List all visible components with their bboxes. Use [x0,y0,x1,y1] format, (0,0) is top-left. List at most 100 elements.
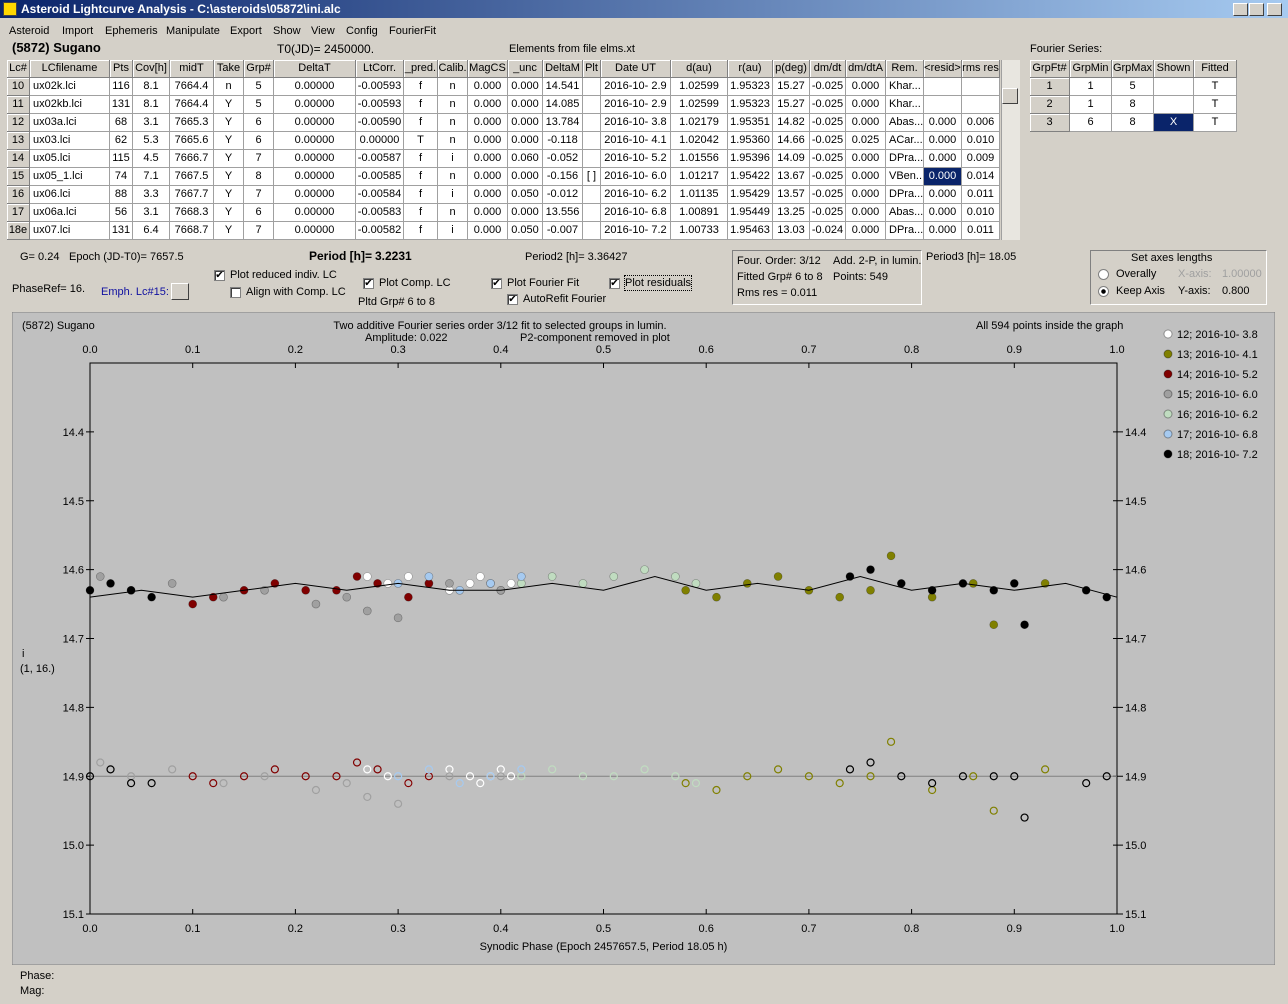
table-cell[interactable]: ux06a.lci [30,204,110,222]
column-header[interactable]: Fitted [1194,60,1237,78]
checkbox-label[interactable]: Plot residuals [623,275,693,291]
table-cell[interactable]: i [438,150,468,168]
table-cell[interactable]: -0.00593 [356,96,404,114]
table-cell[interactable]: 0.000 [468,168,508,186]
table-cell[interactable]: n [438,78,468,96]
column-header[interactable]: d(au) [671,60,728,78]
column-header[interactable]: GrpMax [1112,60,1154,78]
table-cell[interactable]: f [404,186,438,204]
table-cell[interactable]: 5 [244,78,274,96]
table-cell[interactable] [583,96,601,114]
table-cell[interactable]: -0.012 [543,186,583,204]
menu-item[interactable]: Config [346,25,378,37]
table-cell[interactable]: 13.784 [543,114,583,132]
table-cell[interactable]: f [404,222,438,240]
column-header[interactable]: Take [214,60,244,78]
table-cell[interactable]: 6 [244,114,274,132]
table-cell[interactable]: ux07.lci [30,222,110,240]
checkbox-label[interactable]: Align with Comp. LC [246,286,346,298]
table-cell[interactable]: 15.27 [773,78,810,96]
table-cell[interactable]: i [438,222,468,240]
table-cell[interactable]: 2016-10- 5.2 [601,150,671,168]
table-cell[interactable]: 0.000 [508,204,543,222]
table-cell[interactable]: 8 [244,168,274,186]
table-cell[interactable]: 0.00000 [356,132,404,150]
minimize-button[interactable] [1233,3,1248,16]
table-cell[interactable]: n [438,96,468,114]
fourier-cell[interactable]: 5 [1112,78,1154,96]
menu-item[interactable]: View [311,25,335,37]
table-cell[interactable]: -0.025 [810,186,846,204]
table-cell[interactable]: 0.000 [924,186,962,204]
table-cell[interactable]: 4.5 [133,150,170,168]
table-cell[interactable]: 0.000 [846,78,886,96]
table-cell[interactable]: 0.000 [846,204,886,222]
table-cell[interactable]: -0.00585 [356,168,404,186]
table-cell[interactable]: 1.01217 [671,168,728,186]
table-cell[interactable]: 1.95449 [728,204,773,222]
checkbox[interactable]: ✔ [363,278,374,289]
fourier-cell[interactable]: 1 [1070,78,1112,96]
column-header[interactable]: DeltaT [274,60,356,78]
table-cell[interactable]: ACar... [886,132,924,150]
column-header[interactable]: Lc# [7,60,30,78]
table-cell[interactable]: 2016-10- 2.9 [601,78,671,96]
table-cell[interactable]: 0.00000 [274,132,356,150]
table-cell[interactable]: 13.57 [773,186,810,204]
table-cell[interactable]: 3.1 [133,204,170,222]
table-cell[interactable]: 2016-10- 3.8 [601,114,671,132]
table-cell[interactable]: 0.014 [962,168,1000,186]
fourier-cell[interactable]: 2 [1030,96,1070,114]
table-cell[interactable] [924,96,962,114]
table-cell[interactable]: 0.000 [468,222,508,240]
menu-item[interactable]: Export [230,25,262,37]
fourier-cell[interactable]: 6 [1070,114,1112,132]
table-cell[interactable]: 5 [244,96,274,114]
table-cell[interactable] [962,78,1000,96]
table-cell[interactable]: 6.4 [133,222,170,240]
table-cell[interactable]: -0.025 [810,168,846,186]
menu-item[interactable]: FourierFit [389,25,437,37]
table-scrollbar[interactable] [1001,60,1020,240]
table-cell[interactable]: 0.000 [924,168,962,186]
table-cell[interactable]: -0.00587 [356,150,404,168]
table-cell[interactable]: 2016-10- 4.1 [601,132,671,150]
table-cell[interactable]: -0.052 [543,150,583,168]
table-cell[interactable]: 0.000 [468,150,508,168]
table-cell[interactable]: 68 [110,114,133,132]
table-cell[interactable]: -0.025 [810,150,846,168]
table-cell[interactable] [583,186,601,204]
column-header[interactable]: Date UT [601,60,671,78]
table-cell[interactable]: 0.00000 [274,204,356,222]
column-header[interactable]: p(deg) [773,60,810,78]
table-cell[interactable]: 0.000 [468,132,508,150]
table-cell[interactable]: 7664.4 [170,96,214,114]
table-cell[interactable]: ux02k.lci [30,78,110,96]
table-cell[interactable]: Y [214,204,244,222]
menu-item[interactable]: Ephemeris [105,25,158,37]
row-header[interactable]: 10 [7,78,30,96]
column-header[interactable]: Shown [1154,60,1194,78]
table-cell[interactable]: 1.95396 [728,150,773,168]
table-cell[interactable]: -0.00583 [356,204,404,222]
table-cell[interactable]: Abas... [886,204,924,222]
table-cell[interactable]: 131 [110,96,133,114]
table-cell[interactable]: f [404,96,438,114]
table-cell[interactable]: 0.010 [962,132,1000,150]
table-cell[interactable]: ux05_1.lci [30,168,110,186]
table-cell[interactable]: 14.66 [773,132,810,150]
table-cell[interactable]: n [438,168,468,186]
table-cell[interactable]: 1.02042 [671,132,728,150]
table-cell[interactable]: 7666.7 [170,150,214,168]
table-cell[interactable]: 0.000 [924,132,962,150]
column-header[interactable]: Cov[h] [133,60,170,78]
table-cell[interactable] [924,78,962,96]
table-cell[interactable] [583,204,601,222]
table-cell[interactable]: Y [214,222,244,240]
table-cell[interactable]: Y [214,132,244,150]
table-cell[interactable]: f [404,168,438,186]
checkbox[interactable] [230,287,241,298]
table-cell[interactable]: -0.00590 [356,114,404,132]
table-cell[interactable]: 7665.3 [170,114,214,132]
table-cell[interactable]: 0.000 [846,150,886,168]
